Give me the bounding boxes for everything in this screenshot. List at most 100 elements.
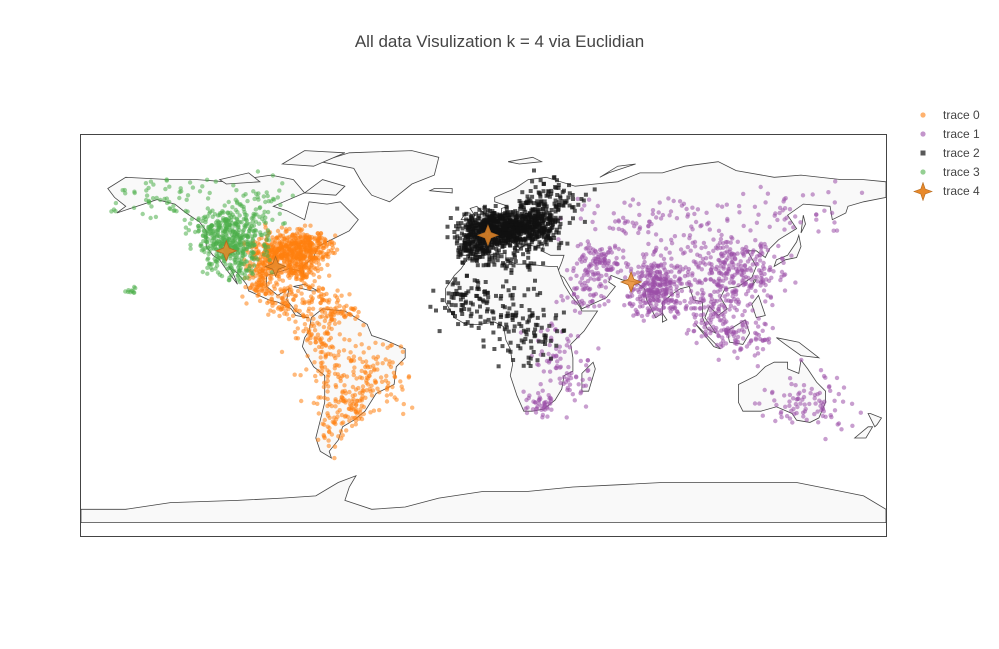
data-point <box>240 294 245 299</box>
data-point <box>193 229 198 235</box>
data-point <box>218 244 223 249</box>
data-point <box>347 337 352 343</box>
data-point <box>677 199 683 204</box>
legend-item-trace-1[interactable]: trace 1 <box>912 125 998 144</box>
data-point <box>309 270 314 275</box>
data-point <box>697 253 703 259</box>
data-point <box>748 339 754 344</box>
data-point <box>277 211 282 216</box>
data-point <box>581 301 586 306</box>
data-point <box>305 353 310 359</box>
data-point <box>492 255 497 260</box>
data-point <box>823 375 828 380</box>
data-point <box>245 235 251 240</box>
legend-item-trace-3[interactable]: trace 3 <box>912 163 998 182</box>
data-point <box>646 292 652 297</box>
data-point <box>762 241 767 247</box>
data-point <box>357 332 362 337</box>
data-point <box>475 279 480 283</box>
data-point <box>249 270 254 276</box>
data-point <box>722 304 727 309</box>
data-point <box>260 268 265 273</box>
data-point <box>679 203 685 208</box>
data-point <box>648 272 654 277</box>
data-point <box>688 288 694 294</box>
data-point <box>276 274 282 279</box>
data-point <box>325 389 330 394</box>
data-point <box>213 179 218 184</box>
data-point <box>326 384 331 389</box>
data-point <box>549 191 554 196</box>
legend-item-trace-4[interactable]: trace 4 <box>912 182 998 201</box>
data-point <box>326 429 332 434</box>
data-point <box>564 371 570 376</box>
data-point <box>459 221 464 226</box>
legend-item-trace-2[interactable]: trace 2 <box>912 144 998 163</box>
data-point <box>311 243 317 248</box>
data-point <box>291 241 296 246</box>
data-point <box>834 375 840 381</box>
data-point <box>579 276 585 281</box>
data-point <box>512 286 517 291</box>
centroid-star-marker[interactable] <box>619 270 643 294</box>
data-point <box>558 380 563 386</box>
data-point <box>560 199 565 204</box>
data-point <box>541 307 546 312</box>
data-point <box>630 197 636 202</box>
data-point <box>541 213 546 218</box>
data-point <box>488 227 493 232</box>
data-point <box>518 240 523 245</box>
data-point <box>690 240 695 245</box>
data-point <box>299 271 304 277</box>
data-point <box>763 282 768 288</box>
data-point <box>167 184 172 189</box>
data-point <box>336 349 342 354</box>
data-point <box>520 243 525 248</box>
data-point <box>552 175 557 180</box>
data-point <box>504 223 509 228</box>
data-point <box>623 261 629 266</box>
centroid-star-marker[interactable] <box>264 255 287 278</box>
data-point <box>500 263 505 268</box>
data-point <box>541 313 546 318</box>
centroid-star-marker[interactable] <box>476 224 500 247</box>
data-point <box>498 321 503 326</box>
data-point <box>772 254 777 259</box>
data-point <box>635 270 641 275</box>
data-point <box>469 311 474 316</box>
data-point <box>537 191 542 196</box>
data-point <box>340 420 346 425</box>
star-marker-icon <box>913 182 933 201</box>
data-point <box>207 249 212 254</box>
data-point <box>548 236 553 241</box>
data-point <box>207 190 212 196</box>
legend-label: trace 3 <box>943 165 980 179</box>
land-sri-lanka <box>662 311 668 323</box>
data-point <box>188 242 193 248</box>
data-point <box>250 282 255 287</box>
centroid-star-marker[interactable] <box>215 239 238 262</box>
data-point <box>564 268 570 273</box>
data-point <box>236 223 241 228</box>
data-point <box>346 311 351 317</box>
data-point <box>331 353 337 358</box>
data-point <box>457 224 462 229</box>
data-point <box>475 256 480 261</box>
data-point <box>248 285 253 290</box>
data-point <box>554 343 559 348</box>
data-point <box>748 228 753 233</box>
legend[interactable]: trace 0 trace 1 trace 2 trace 3 trace 4 <box>912 106 998 201</box>
data-point <box>720 335 725 340</box>
data-point <box>502 216 507 221</box>
data-point <box>277 188 282 193</box>
data-point <box>329 317 335 322</box>
data-point <box>668 209 674 214</box>
data-point <box>637 212 642 218</box>
data-point <box>241 232 246 237</box>
data-point <box>380 361 385 366</box>
data-point <box>287 226 292 232</box>
data-point <box>711 324 716 329</box>
data-point <box>812 411 817 417</box>
legend-item-trace-0[interactable]: trace 0 <box>912 106 998 125</box>
